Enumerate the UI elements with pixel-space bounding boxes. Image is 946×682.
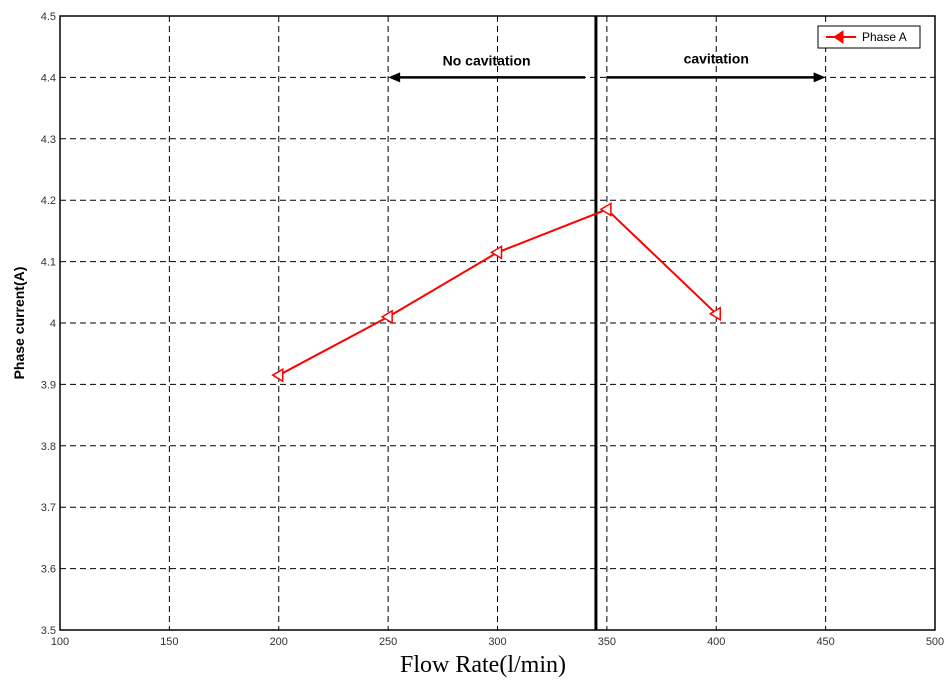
- x-tick-label: 400: [707, 636, 725, 648]
- x-tick-labels: 100 150 200 250 300 350 400 450 500: [51, 636, 944, 648]
- y-tick-label: 4.1: [41, 257, 56, 269]
- y-tick-label: 4.4: [41, 72, 56, 84]
- x-tick-label: 350: [598, 636, 616, 648]
- x-axis-label: Flow Rate(l/min): [400, 652, 566, 678]
- grid-lines: [60, 16, 935, 630]
- cavitation-label: cavitation: [684, 50, 749, 66]
- y-tick-label: 3.6: [41, 564, 56, 576]
- y-tick-label: 3.8: [41, 441, 56, 453]
- legend-label-phase-a: Phase A: [862, 30, 907, 44]
- y-tick-label: 4.2: [41, 195, 56, 207]
- x-tick-label: 450: [816, 636, 834, 648]
- y-axis-label: Phase current(A): [11, 267, 27, 380]
- y-tick-labels: 3.5 3.6 3.7 3.8 3.9 4 4.1 4.2 4.3 4.4 4.5: [41, 11, 56, 637]
- data-point-marker: [380, 309, 393, 325]
- series-markers-phase-a: [271, 202, 721, 383]
- y-tick-label: 3.7: [41, 502, 56, 514]
- x-tick-label: 100: [51, 636, 69, 648]
- data-point-marker: [708, 306, 721, 322]
- data-point-marker: [490, 245, 503, 260]
- y-tick-label: 4: [50, 318, 56, 330]
- legend: Phase A: [817, 25, 921, 49]
- no-cavitation-arrowhead: [388, 72, 401, 83]
- y-tick-label: 3.5: [41, 625, 56, 637]
- legend-triangle-icon: [833, 30, 844, 44]
- cavitation-arrowhead: [813, 72, 826, 83]
- x-tick-label: 200: [270, 636, 288, 648]
- x-tick-label: 250: [379, 636, 397, 648]
- x-tick-label: 150: [160, 636, 178, 648]
- data-point-marker: [599, 202, 612, 217]
- x-tick-label: 300: [488, 636, 506, 648]
- y-tick-label: 4.5: [41, 11, 56, 23]
- y-tick-label: 3.9: [41, 379, 56, 391]
- data-point-marker: [271, 367, 284, 383]
- y-tick-label: 4.3: [41, 134, 56, 146]
- x-tick-label: 500: [926, 636, 944, 648]
- no-cavitation-label: No cavitation: [443, 52, 531, 68]
